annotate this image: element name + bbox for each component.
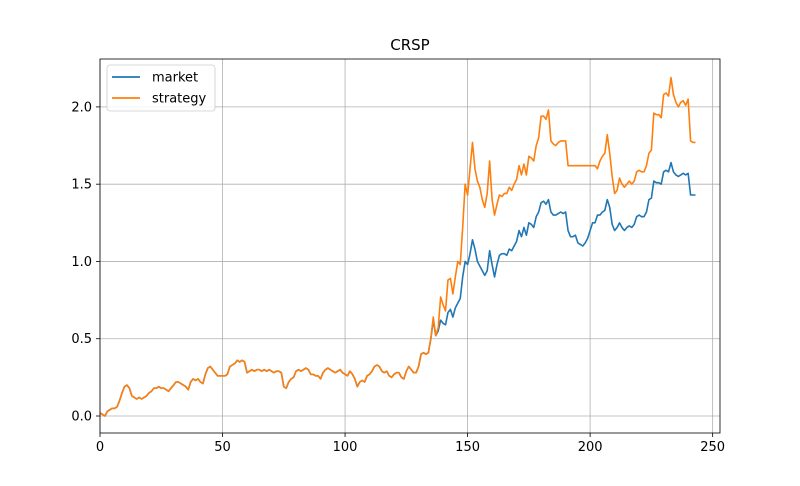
legend-label-market: market <box>152 71 198 86</box>
series-line-strategy <box>99 76 696 417</box>
grid <box>99 59 720 433</box>
x-tick-label: 0 <box>96 440 104 455</box>
x-tick-label: 200 <box>578 440 603 455</box>
legend-label-strategy: strategy <box>152 92 207 107</box>
legend: market strategy <box>106 64 216 112</box>
x-tick-label: 150 <box>455 440 480 455</box>
x-tick-label: 100 <box>333 440 358 455</box>
x-axis-ticks: 0 50 100 150 200 250 <box>96 433 725 455</box>
x-tick-label: 250 <box>700 440 725 455</box>
y-tick-label: 0.0 <box>71 410 92 425</box>
plot-frame <box>99 58 721 434</box>
y-axis-ticks: 0.0 0.5 1.0 1.5 2.0 <box>71 100 100 425</box>
x-tick-label: 50 <box>214 440 231 455</box>
y-tick-label: 2.0 <box>71 100 92 115</box>
chart-title: CRSP <box>390 36 429 54</box>
y-tick-label: 0.5 <box>71 332 92 347</box>
y-tick-label: 1.0 <box>71 255 92 270</box>
series-lines <box>99 76 696 417</box>
y-tick-label: 1.5 <box>71 178 92 193</box>
series-line-market <box>99 161 696 417</box>
